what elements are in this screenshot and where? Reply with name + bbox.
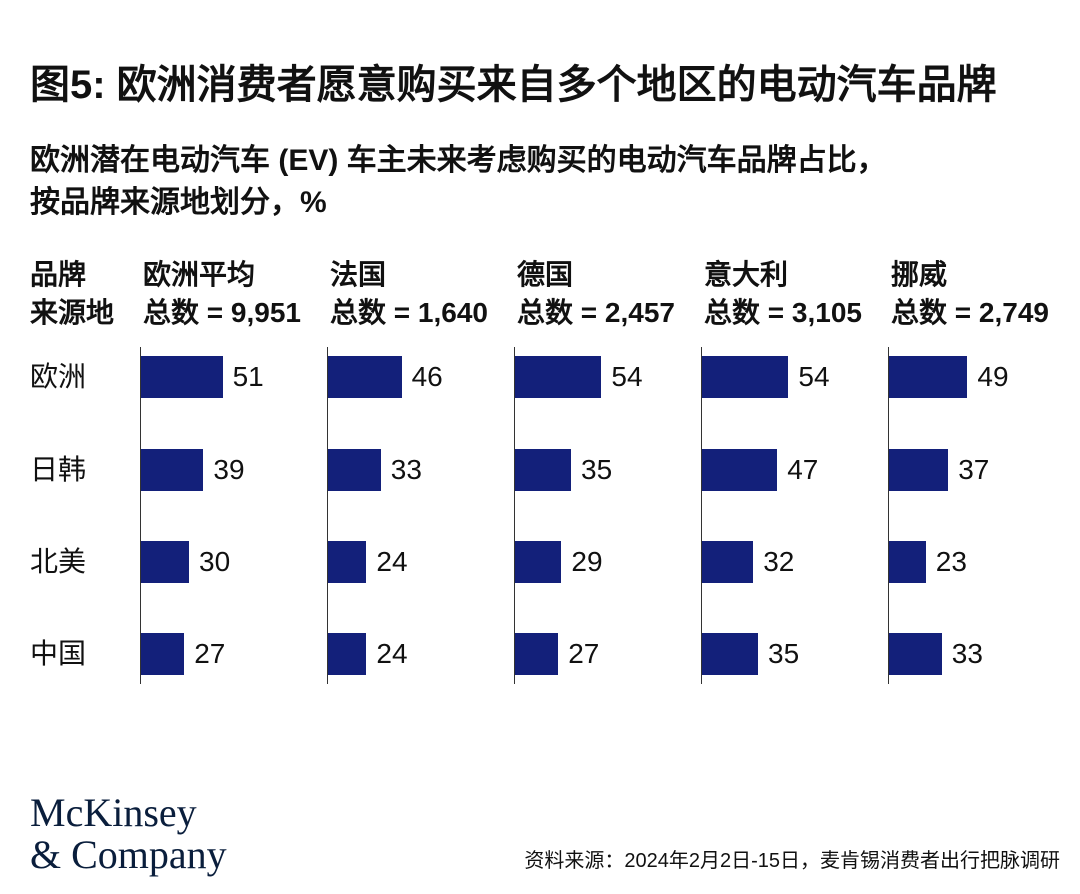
bar-value-label: 27 [568,638,600,669]
chart-title: 图5: 欧洲消费者愿意购买来自多个地区的电动汽车品牌 [30,63,997,107]
series-name: 德国 [517,259,574,290]
bar [141,356,223,398]
column-header: 欧洲平均总数 = 9,951 [143,256,301,332]
bar [141,449,204,491]
chart-subtitle: 欧洲潜在电动汽车 (EV) 车主未来考虑购买的电动汽车品牌占比， 按品牌来源地划… [30,140,1070,224]
bar [515,541,562,583]
row-header-line-2: 来源地 [30,297,115,328]
bar-value-label: 35 [581,454,613,485]
bar [328,356,402,398]
bar-value-label: 49 [977,361,1009,392]
bar [141,633,185,675]
bar-value-label: 27 [194,638,226,669]
bar-value-label: 35 [768,638,800,669]
bar-value-label: 24 [376,546,408,577]
bar-value-label: 54 [798,361,830,392]
bar-value-label: 33 [951,638,983,669]
bar-value-label: 39 [213,454,245,485]
subtitle-line-2: 按品牌来源地划分，% [30,186,327,219]
category-label: 中国 [30,638,87,669]
bar [515,356,602,398]
series-total: 总数 = 1,640 [330,297,488,328]
column-axis-line [701,347,702,684]
series-total: 总数 = 9,951 [143,297,301,328]
mckinsey-logo: McKinsey & Company [30,792,227,876]
column-axis-line [140,347,141,684]
bar-value-label: 32 [763,546,795,577]
category-label: 北美 [30,546,87,577]
column-header: 德国总数 = 2,457 [517,256,675,332]
bar [889,633,942,675]
bar [328,633,367,675]
category-label: 欧洲 [30,361,87,392]
source-note: 资料来源：2024年2月2日-15日，麦肯锡消费者出行把脉调研 [524,850,1060,872]
bar [328,449,381,491]
bar-value-label: 23 [935,546,967,577]
column-header: 挪威总数 = 2,749 [891,256,1049,332]
bar-value-label: 46 [411,361,443,392]
series-total: 总数 = 2,749 [891,297,1049,328]
bar-value-label: 33 [390,454,422,485]
bar-value-label: 47 [787,454,819,485]
bar [515,633,559,675]
bar [702,356,789,398]
column-header: 法国总数 = 1,640 [330,256,488,332]
logo-line-2: & Company [30,832,227,877]
series-total: 总数 = 3,105 [704,297,862,328]
bar [889,356,968,398]
column-axis-line [514,347,515,684]
category-label: 日韩 [30,454,87,485]
subtitle-line-1: 欧洲潜在电动汽车 (EV) 车主未来考虑购买的电动汽车品牌占比， [30,144,887,177]
row-header-line-1: 品牌 [30,259,87,290]
column-axis-line [888,347,889,684]
bar-value-label: 54 [611,361,643,392]
series-name: 意大利 [704,259,789,290]
row-header: 品牌 来源地 [30,256,114,332]
column-axis-line [327,347,328,684]
bar [141,541,189,583]
logo-line-1: McKinsey [30,790,197,835]
series-name: 法国 [330,259,387,290]
bar-value-label: 30 [199,546,231,577]
bar [889,541,926,583]
series-name: 欧洲平均 [143,259,256,290]
bar-value-label: 37 [958,454,990,485]
bar-value-label: 29 [571,546,603,577]
bar [328,541,367,583]
series-total: 总数 = 2,457 [517,297,675,328]
bar [702,449,778,491]
column-header: 意大利总数 = 3,105 [704,256,862,332]
bar [702,541,754,583]
series-name: 挪威 [891,259,948,290]
bar [702,633,758,675]
bar [889,449,949,491]
bar [515,449,571,491]
bar-value-label: 51 [232,361,264,392]
bar-value-label: 24 [376,638,408,669]
